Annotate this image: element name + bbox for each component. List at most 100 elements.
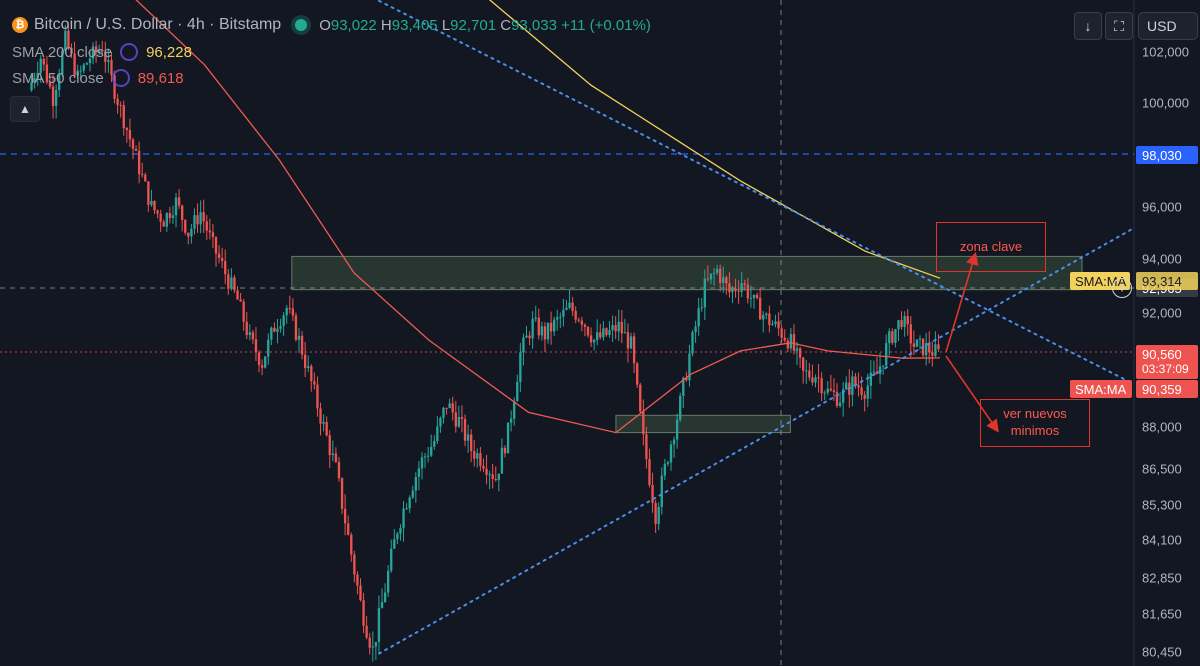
price-axis-tick: 80,450: [1142, 644, 1182, 660]
indicator-settings-icon[interactable]: [120, 43, 139, 61]
add-alert-plus-icon[interactable]: +: [1112, 278, 1132, 298]
candle-body: [577, 319, 580, 321]
candle-body: [559, 316, 562, 318]
candle-body: [174, 197, 178, 216]
candle-body: [820, 378, 823, 394]
candle-body: [931, 352, 934, 356]
candle-body: [860, 387, 863, 395]
candle-body: [445, 407, 448, 409]
candle-body: [402, 508, 405, 528]
candle-body: [260, 365, 264, 368]
candle-body: [257, 352, 261, 366]
candle-body: [599, 332, 602, 338]
candle-body: [519, 352, 522, 382]
price-axis-tick: 100,000: [1142, 95, 1189, 111]
candle-body: [159, 213, 162, 222]
candle-body: [70, 47, 73, 54]
candle-body: [36, 72, 39, 79]
candle-body: [91, 46, 95, 59]
candle-body: [107, 60, 110, 62]
candle-body: [706, 278, 710, 280]
annotation-zona-clave[interactable]: zona clave: [936, 222, 1046, 272]
candle-body: [110, 60, 113, 75]
candle-body: [546, 322, 550, 340]
candle-body: [685, 377, 688, 381]
candle-body: [408, 497, 411, 509]
candle-body: [414, 476, 417, 491]
candle-body: [383, 592, 387, 603]
annotation-ver-nuevos-minimos[interactable]: ver nuevos minimos: [980, 399, 1090, 447]
candle-body: [823, 392, 826, 394]
candle-body: [150, 200, 153, 205]
candle-body: [33, 78, 36, 83]
candle-body: [156, 210, 159, 214]
candle-body: [632, 336, 636, 364]
candle-body: [67, 30, 70, 48]
symbol-title[interactable]: Bitcoin / U.S. Dollar · 4h · Bitstamp: [34, 16, 282, 33]
candle-body: [316, 384, 319, 409]
candle-body: [900, 320, 903, 328]
candle-body: [310, 366, 313, 382]
candle-body: [184, 219, 187, 233]
candle-body: [430, 446, 433, 456]
candle-body: [703, 278, 706, 308]
candle-body: [417, 468, 421, 477]
resistencia-bajista: [375, 0, 1135, 386]
indicator-sma200[interactable]: SMA 200 close 96,228: [12, 43, 192, 61]
candle-body: [737, 290, 740, 292]
candle-body: [891, 331, 894, 343]
candle-body: [682, 377, 685, 396]
collapse-indicators-button[interactable]: ▲: [10, 96, 40, 122]
candle-body: [663, 463, 667, 476]
candle-body: [531, 318, 534, 339]
candle-body: [675, 419, 679, 440]
candle-body: [473, 451, 476, 459]
candle-body: [795, 348, 799, 351]
candle-body: [626, 332, 630, 349]
indicator-settings-icon[interactable]: [111, 69, 130, 87]
candle-body: [841, 389, 845, 403]
candle-body: [98, 50, 101, 53]
candle-body: [697, 308, 700, 327]
candle-body: [165, 213, 168, 227]
candle-body: [617, 321, 620, 332]
candle-body: [101, 50, 104, 52]
candle-body: [565, 307, 568, 310]
chevron-up-icon: ▲: [19, 102, 31, 116]
candle-body: [193, 215, 196, 229]
candle-body: [245, 321, 248, 335]
fullscreen-button[interactable]: ⛶: [1105, 12, 1133, 40]
candle-body: [171, 215, 175, 219]
bitcoin-icon: ₿: [12, 17, 28, 33]
candle-body: [380, 602, 384, 609]
download-button[interactable]: ↓: [1074, 12, 1102, 40]
candle-body: [749, 298, 753, 300]
candle-body: [236, 290, 239, 300]
candle-body: [454, 412, 457, 427]
candle-body: [780, 328, 783, 338]
candle-body: [168, 213, 172, 219]
candle-body: [48, 82, 52, 87]
candle-body: [851, 376, 854, 395]
candle-body: [915, 339, 919, 347]
candle-body: [73, 53, 76, 76]
market-open-dot-icon: [295, 19, 308, 31]
indicator-sma50[interactable]: SMA 50 close 89,618: [12, 69, 184, 87]
candle-body: [211, 232, 215, 238]
candle-body: [285, 307, 288, 316]
candle-body: [679, 395, 682, 420]
candle-body: [786, 340, 789, 349]
candle-body: [267, 339, 270, 357]
currency-select[interactable]: USD: [1138, 12, 1198, 40]
candle-body: [792, 334, 796, 351]
candle-body: [233, 277, 236, 291]
candle-body: [325, 422, 328, 436]
candle-body: [479, 453, 482, 466]
candle-body: [251, 332, 255, 340]
candle-body: [485, 468, 488, 475]
candle-body: [331, 453, 334, 456]
candle-body: [740, 283, 743, 292]
candle-body: [128, 129, 132, 140]
